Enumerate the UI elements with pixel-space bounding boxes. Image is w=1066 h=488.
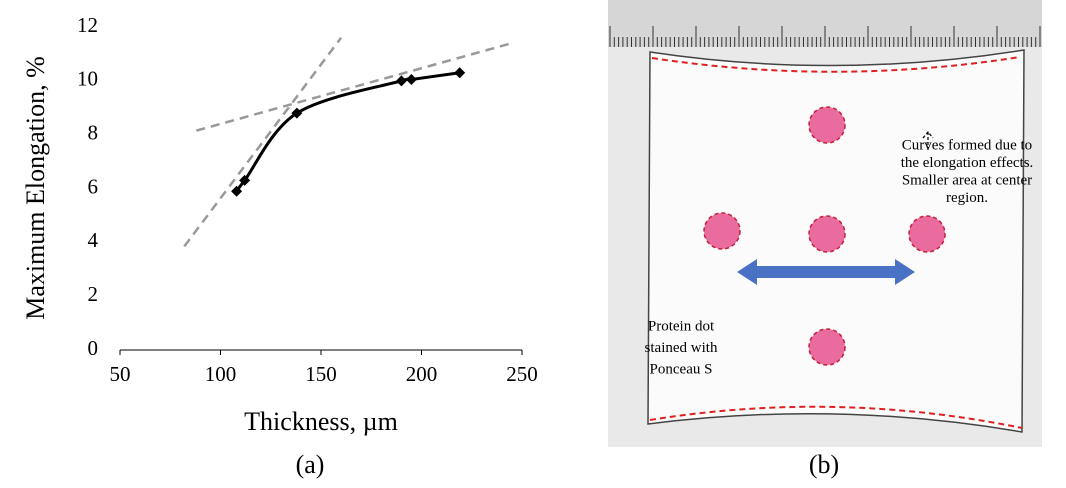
y-tick-label: 0 xyxy=(88,336,99,360)
y-tick-label: 12 xyxy=(77,13,98,37)
protein-dot xyxy=(808,106,846,144)
y-tick-label: 4 xyxy=(88,228,99,252)
marker xyxy=(291,107,303,119)
annotation-line: the elongation effects. xyxy=(901,155,1034,171)
annotation-line: Curves formed due to xyxy=(902,137,1032,153)
y-tick-label: 10 xyxy=(77,67,98,91)
annotation: Curves formed due to the elongation effec… xyxy=(901,137,1034,206)
dot-label-line: stained with xyxy=(645,340,718,356)
photo-panel: Curves formed due to the elongation effec… xyxy=(608,0,1042,479)
marker xyxy=(231,185,243,197)
curve-top xyxy=(651,56,1021,73)
y-tick-label: 6 xyxy=(88,174,99,198)
caption: (b) xyxy=(809,450,839,479)
stretch-arrow xyxy=(737,259,915,285)
x-tick-label: 50 xyxy=(110,362,131,386)
marker xyxy=(405,73,417,85)
pointer-arrow xyxy=(922,131,934,152)
protein-dot xyxy=(703,212,741,250)
annotation-line: Smaller area at center xyxy=(902,172,1032,188)
marker xyxy=(395,75,407,87)
protein-dot xyxy=(808,215,846,253)
trend-line xyxy=(183,37,343,248)
x-tick-label: 200 xyxy=(406,362,438,386)
chart: Thickness, µm Maximum Elongation, % (a) … xyxy=(21,13,538,479)
y-axis-label: Maximum Elongation, % xyxy=(21,56,50,320)
y-tick-label: 8 xyxy=(88,120,99,144)
curve-bottom xyxy=(649,405,1023,429)
y-tick-label: 2 xyxy=(88,282,99,306)
x-tick-label: 250 xyxy=(506,362,538,386)
caption: (a) xyxy=(296,450,325,479)
x-tick-label: 100 xyxy=(205,362,237,386)
dot-label-line: Ponceau S xyxy=(650,361,713,377)
protein-dot xyxy=(908,215,946,253)
protein-dot xyxy=(808,328,846,366)
dot-label-line: Protein dot xyxy=(648,318,715,334)
trend-line xyxy=(196,41,513,132)
x-tick-label: 150 xyxy=(305,362,337,386)
annotation-line: region. xyxy=(946,190,988,206)
marker xyxy=(239,174,251,186)
ruler-ticks xyxy=(609,26,1041,47)
x-axis-label: Thickness, µm xyxy=(244,407,398,436)
dot-label: Protein dot stained with Ponceau S xyxy=(645,318,718,377)
marker xyxy=(454,67,466,79)
